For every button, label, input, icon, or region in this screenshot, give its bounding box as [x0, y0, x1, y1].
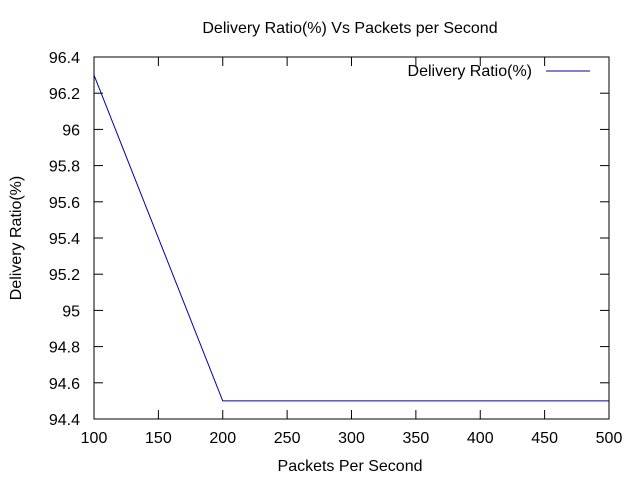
- y-tick-label: 96.4: [49, 50, 80, 67]
- x-tick-label: 300: [338, 430, 365, 447]
- plot-frame: [93, 56, 610, 420]
- y-axis-label: Delivery Ratio(%): [8, 176, 25, 300]
- y-tick-label: 96.2: [49, 86, 80, 103]
- chart-title: Delivery Ratio(%) Vs Packets per Second: [202, 20, 497, 37]
- y-tick-label: 95: [62, 303, 80, 320]
- x-tick-label: 200: [209, 430, 236, 447]
- x-tick-label: 500: [596, 430, 623, 447]
- y-tick-label: 95.8: [49, 159, 80, 176]
- x-tick-label: 350: [403, 430, 430, 447]
- y-tick-label: 96: [62, 122, 80, 139]
- x-tick-label: 150: [145, 430, 172, 447]
- x-tick-label: 250: [274, 430, 301, 447]
- y-tick-label: 94.4: [49, 412, 80, 429]
- legend: Delivery Ratio(%): [408, 63, 590, 80]
- x-tick-label: 100: [81, 430, 108, 447]
- legend-label: Delivery Ratio(%): [408, 63, 532, 80]
- y-tick-label: 94.8: [49, 340, 80, 357]
- x-tick-label: 400: [467, 430, 494, 447]
- axis-tick-labels: 100 150 200 250 300 350 400 450 500 94.4 94.6 94.8 9…: [49, 50, 623, 447]
- x-tick-label: 450: [531, 430, 558, 447]
- x-axis-label: Packets Per Second: [278, 458, 423, 475]
- y-tick-label: 95.2: [49, 267, 80, 284]
- y-tick-label: 94.6: [49, 376, 80, 393]
- y-tick-label: 95.6: [49, 195, 80, 212]
- y-tick-label: 95.4: [49, 231, 80, 248]
